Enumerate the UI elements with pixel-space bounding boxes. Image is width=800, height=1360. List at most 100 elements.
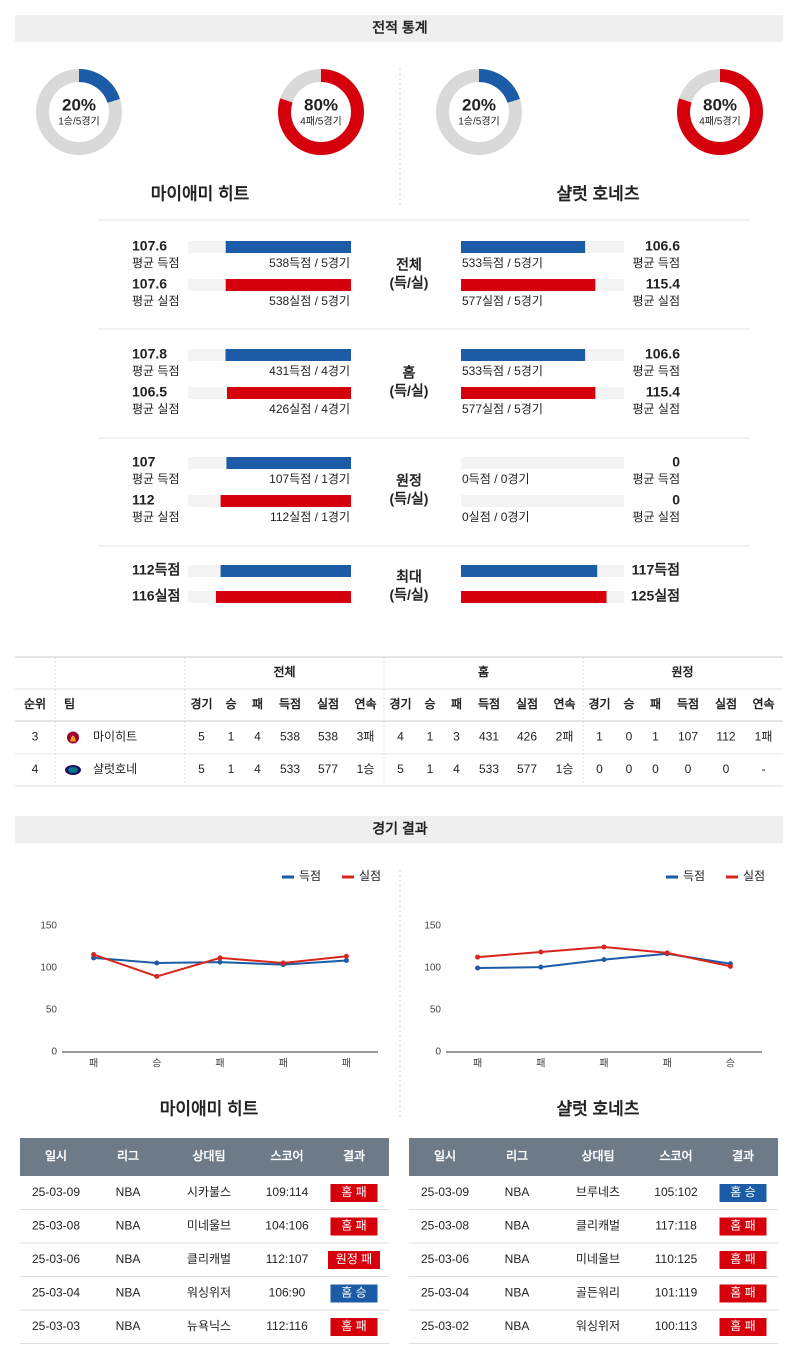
- bar: [225, 279, 351, 291]
- table-header: 상대팀: [581, 1148, 614, 1163]
- table-cell: NBA: [505, 1319, 530, 1333]
- avg-caption: 평균 득점: [132, 364, 180, 378]
- table-cell: 1: [652, 730, 659, 744]
- table-cell: 1: [596, 730, 603, 744]
- y-tick-label: 0: [51, 1047, 57, 1058]
- data-point: [475, 965, 481, 971]
- table-cell: 3패: [357, 730, 375, 744]
- bar: [220, 565, 351, 577]
- data-point: [601, 957, 607, 963]
- table-cell: 5: [198, 762, 205, 776]
- table-header: 경기: [190, 696, 212, 711]
- table-header: 리그: [117, 1148, 139, 1163]
- table-header: 승: [424, 697, 435, 711]
- bar: [215, 591, 351, 603]
- x-tick-label: 패: [215, 1058, 224, 1070]
- table-cell: 0: [723, 762, 730, 776]
- data-point: [154, 960, 160, 966]
- donut-arc: [436, 69, 522, 155]
- table-header: 팀: [64, 697, 75, 711]
- bar-detail: 0득점 / 0경기: [462, 472, 530, 486]
- result-badge: [719, 1251, 767, 1269]
- table-cell: 110:125: [655, 1252, 698, 1266]
- max-value: 112득점: [132, 562, 180, 578]
- table-cell: 25-03-03: [32, 1319, 80, 1333]
- result-label: 홈 패: [730, 1252, 755, 1266]
- donut-percent: 80%: [703, 95, 737, 114]
- bar-detail: 577실점 / 5경기: [462, 294, 543, 308]
- table-cell: 1: [228, 762, 235, 776]
- team-name: 샬럿 호네츠: [557, 184, 640, 203]
- donut-percent: 20%: [462, 95, 496, 114]
- table-cell: 브루네츠: [576, 1185, 620, 1199]
- table-header: 스코어: [270, 1148, 303, 1163]
- data-point: [91, 952, 97, 958]
- table-header: 실점: [516, 696, 538, 711]
- table-cell: 1승: [357, 762, 375, 776]
- data-point: [217, 959, 223, 965]
- legend-label: 실점: [359, 869, 381, 883]
- avg-value: 107.8: [132, 346, 167, 362]
- result-badge: [328, 1251, 380, 1269]
- table-cell: 112:107: [266, 1252, 309, 1266]
- x-tick-label: 패: [342, 1058, 351, 1070]
- group-label: (득/실): [390, 383, 429, 399]
- result-label: 홈 패: [730, 1319, 755, 1333]
- table-cell: 1: [427, 730, 434, 744]
- avg-value: 115.4: [646, 276, 680, 292]
- donut-arc: [36, 69, 122, 155]
- group-label: 전체: [396, 257, 422, 273]
- table-cell: 25-03-04: [421, 1286, 469, 1300]
- table-cell: 25-03-08: [421, 1219, 469, 1233]
- result-label: 홈 패: [730, 1286, 755, 1300]
- donut-detail: 1승/5경기: [458, 115, 500, 128]
- table-cell: 1: [427, 762, 434, 776]
- table-cell: 뉴욕닉스: [187, 1319, 231, 1333]
- donut-arc: [278, 69, 364, 155]
- legend-label: 득점: [299, 869, 321, 883]
- table-cell: 533: [479, 762, 499, 776]
- table-cell: NBA: [505, 1252, 530, 1266]
- group-label: (득/실): [390, 275, 429, 291]
- table-header: 경기: [588, 696, 610, 711]
- data-point: [475, 954, 481, 960]
- table-header: 실점: [317, 696, 339, 711]
- section-header: [15, 816, 783, 843]
- table-cell: 3: [32, 730, 39, 744]
- avg-value: 107: [132, 454, 156, 470]
- table-cell: 시카불스: [187, 1185, 231, 1199]
- max-value: 116실점: [132, 588, 180, 604]
- table-cell: 25-03-06: [32, 1252, 80, 1266]
- table-cell: 577: [318, 762, 338, 776]
- data-point: [280, 960, 286, 966]
- y-tick-label: 100: [40, 963, 57, 974]
- bar-detail: 107득점 / 1경기: [269, 472, 350, 486]
- table-cell: 426: [517, 730, 537, 744]
- table-cell: 101:119: [655, 1286, 698, 1300]
- bar: [461, 591, 607, 603]
- result-label: 홈 패: [341, 1219, 366, 1233]
- series-line: [477, 945, 731, 968]
- avg-caption: 평균 실점: [132, 510, 180, 524]
- table-cell: 109:114: [266, 1185, 309, 1199]
- table-cell: 538: [280, 730, 300, 744]
- x-tick-label: 패: [473, 1058, 482, 1070]
- avg-caption: 평균 득점: [132, 472, 180, 486]
- legend-label: 실점: [743, 869, 765, 883]
- donut-detail: 1승/5경기: [58, 115, 100, 128]
- section-title: 경기 결과: [372, 821, 428, 837]
- table-header-bg: [409, 1138, 778, 1176]
- table-cell: NBA: [505, 1185, 530, 1199]
- group-label: (득/실): [390, 587, 429, 603]
- table-cell: 클리캐벌: [187, 1252, 231, 1266]
- table-group: 원정: [671, 664, 693, 679]
- bar: [227, 387, 351, 399]
- table-cell: NBA: [116, 1319, 141, 1333]
- table-cell: 25-03-09: [421, 1185, 469, 1199]
- avg-caption: 평균 실점: [633, 510, 681, 524]
- group-label: 홈: [403, 365, 416, 381]
- avg-caption: 평균 실점: [132, 294, 180, 308]
- result-label: 홈 승: [730, 1185, 755, 1199]
